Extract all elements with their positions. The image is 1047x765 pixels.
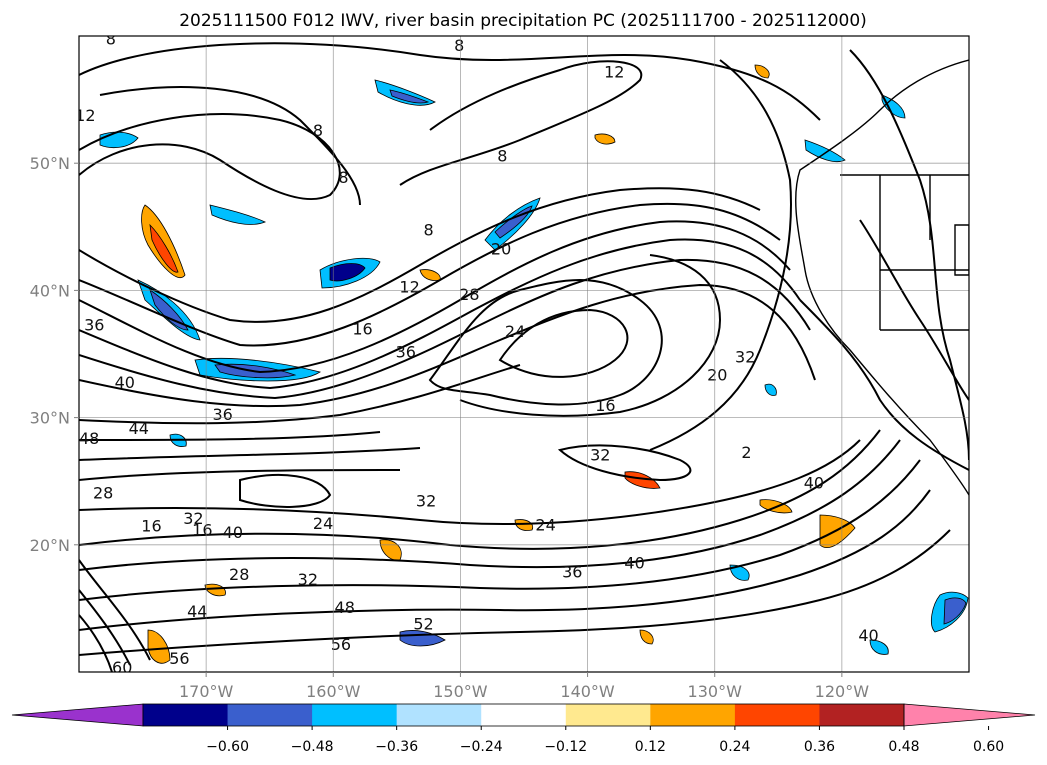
- map-background: [79, 36, 969, 672]
- contour-label: 8: [106, 30, 116, 49]
- contour-label: 48: [335, 598, 355, 617]
- lon-tick-label: 120°W: [815, 682, 870, 701]
- colorbar-extend-low: [11, 703, 144, 727]
- colorbar-tick-label: 0.60: [973, 739, 1004, 755]
- colorbar-tick-label: 0.12: [635, 739, 666, 755]
- colorbar-tick-label: 0.24: [719, 739, 750, 755]
- colorbar-tick-label: −0.36: [375, 739, 418, 755]
- latitude-ticks: 20°N 30°N 40°N 50°N: [30, 154, 79, 555]
- lon-tick-label: 140°W: [560, 682, 615, 701]
- contour-label: 32: [183, 509, 203, 528]
- colorbar-segment: [312, 704, 398, 726]
- coastline: [795, 59, 969, 496]
- contour-label: 16: [192, 521, 212, 540]
- contour-label: 8: [497, 147, 507, 166]
- colorbar-segment: [396, 704, 482, 726]
- lat-tick-label: 30°N: [30, 409, 70, 428]
- iwv-contours: [79, 42, 969, 672]
- colorbar-tick-label: 0.36: [804, 739, 835, 755]
- lat-tick-label: 50°N: [30, 154, 70, 173]
- contour-label: 44: [129, 419, 149, 438]
- contour-label: 8: [338, 168, 348, 187]
- contour-label: 40: [858, 626, 878, 645]
- contour-label: 16: [595, 396, 615, 415]
- contour-label: 28: [459, 285, 479, 304]
- colorbar-segment: [143, 704, 229, 726]
- colorbar-segment: [734, 704, 820, 726]
- lon-tick-label: 160°W: [306, 682, 361, 701]
- gridlines: [79, 36, 969, 672]
- contour-label: 24: [535, 515, 555, 534]
- colorbar-segment: [227, 704, 313, 726]
- colorbar: −0.60 −0.48 −0.36 −0.24 −0.12 0.12 0.24 0.36 0.4…: [11, 703, 1036, 755]
- contour-label: 32: [416, 491, 436, 510]
- contour-label: 40: [115, 373, 135, 392]
- colorbar-segment: [481, 704, 567, 726]
- lat-tick-label: 40°N: [30, 281, 70, 300]
- contour-label: 16: [352, 320, 372, 339]
- contour-label: 24: [313, 514, 333, 533]
- contour-label: 36: [84, 316, 104, 335]
- contour-label: 44: [187, 602, 207, 621]
- contour-label: 52: [413, 615, 433, 634]
- colorbar-tick-label: −0.48: [291, 739, 334, 755]
- contour-label: 32: [298, 570, 318, 589]
- contour-label: 20: [707, 365, 727, 384]
- contour-label: 36: [396, 342, 416, 361]
- chart-title: 2025111500 F012 IWV, river basin precipi…: [179, 11, 867, 31]
- colorbar-outline: [142, 703, 905, 727]
- longitude-ticks: 170°W 160°W 150°W 140°W 130°W 120°W: [179, 672, 869, 701]
- contour-label: 53: [52, 456, 72, 475]
- precip-shading: [99, 64, 969, 664]
- contour-label: 8: [424, 220, 434, 239]
- contour-label: 56: [331, 635, 351, 654]
- map-frame: [78, 35, 970, 673]
- colorbar-tick-label: 0.48: [888, 739, 919, 755]
- contour-label: 24: [505, 322, 525, 341]
- contour-label: 12: [604, 63, 624, 82]
- contour-label: 28: [229, 565, 249, 584]
- contour-label: 56: [169, 649, 189, 668]
- contour-label: 20: [491, 239, 511, 258]
- colorbar-tick-label: −0.60: [206, 739, 249, 755]
- contour-label: 40: [624, 554, 644, 573]
- lon-tick-label: 170°W: [179, 682, 234, 701]
- contour-label: 32: [590, 445, 610, 464]
- colorbar-segment: [565, 704, 651, 726]
- contour-label: 36: [562, 563, 582, 582]
- colorbar-segment: [650, 704, 736, 726]
- contour-label: 16: [141, 517, 161, 536]
- contour-label: 12: [399, 278, 419, 297]
- colorbar-tick-label: −0.12: [544, 739, 587, 755]
- contour-label: 48: [79, 429, 99, 448]
- contour-label: 40: [804, 473, 824, 492]
- lon-tick-label: 150°W: [433, 682, 488, 701]
- contour-label: 8: [313, 121, 323, 140]
- colorbar-tick-label: −0.24: [460, 739, 503, 755]
- colorbar-extend-high: [903, 703, 1036, 727]
- contour-label: 28: [93, 484, 113, 503]
- lon-tick-label: 130°W: [688, 682, 743, 701]
- contour-label: 2: [741, 443, 751, 462]
- contour-label: 12: [75, 106, 95, 125]
- lat-tick-label: 20°N: [30, 536, 70, 555]
- contour-label: 8: [454, 36, 464, 55]
- contour-label: 32: [735, 348, 755, 367]
- contour-label: 40: [223, 523, 243, 542]
- contour-label: 36: [212, 405, 232, 424]
- colorbar-segment: [819, 704, 905, 726]
- contour-label: 60: [112, 658, 132, 677]
- contour-label: 28: [51, 477, 71, 496]
